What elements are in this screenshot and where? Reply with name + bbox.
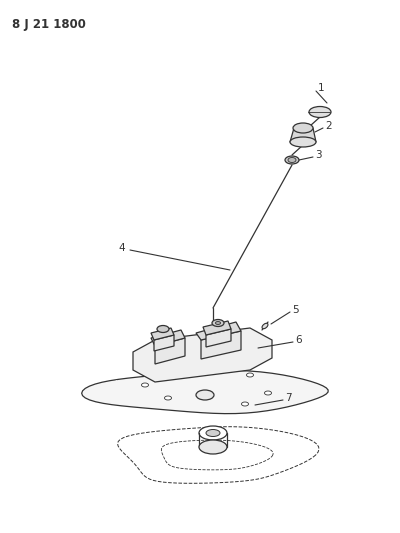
Text: 8 J 21 1800: 8 J 21 1800: [12, 18, 86, 31]
Ellipse shape: [206, 430, 220, 437]
Polygon shape: [161, 440, 273, 470]
Polygon shape: [82, 370, 328, 414]
Polygon shape: [151, 330, 185, 346]
Text: 2: 2: [325, 121, 332, 131]
Ellipse shape: [288, 157, 296, 163]
Ellipse shape: [157, 326, 169, 333]
Polygon shape: [133, 328, 272, 382]
Text: 6: 6: [295, 335, 302, 345]
Polygon shape: [290, 128, 316, 142]
Polygon shape: [151, 328, 174, 340]
Polygon shape: [196, 322, 241, 340]
Polygon shape: [105, 380, 117, 400]
Polygon shape: [206, 329, 231, 347]
Ellipse shape: [309, 107, 331, 117]
Polygon shape: [203, 321, 231, 335]
Text: 3: 3: [315, 150, 322, 160]
Ellipse shape: [164, 396, 172, 400]
Ellipse shape: [196, 390, 214, 400]
Ellipse shape: [262, 324, 268, 329]
Polygon shape: [118, 427, 319, 483]
Text: 4: 4: [118, 243, 125, 253]
Ellipse shape: [216, 321, 220, 325]
Ellipse shape: [290, 137, 316, 147]
Text: 5: 5: [292, 305, 299, 315]
Ellipse shape: [199, 440, 227, 454]
Ellipse shape: [242, 402, 248, 406]
Ellipse shape: [142, 383, 148, 387]
Text: 1: 1: [318, 83, 325, 93]
Polygon shape: [154, 335, 174, 351]
Ellipse shape: [212, 319, 224, 327]
Ellipse shape: [246, 373, 254, 377]
Polygon shape: [155, 338, 185, 364]
Ellipse shape: [293, 123, 313, 133]
Ellipse shape: [285, 156, 299, 164]
Ellipse shape: [264, 391, 272, 395]
Ellipse shape: [199, 426, 227, 440]
Text: 7: 7: [285, 393, 292, 403]
Polygon shape: [201, 331, 241, 359]
Ellipse shape: [156, 368, 164, 372]
